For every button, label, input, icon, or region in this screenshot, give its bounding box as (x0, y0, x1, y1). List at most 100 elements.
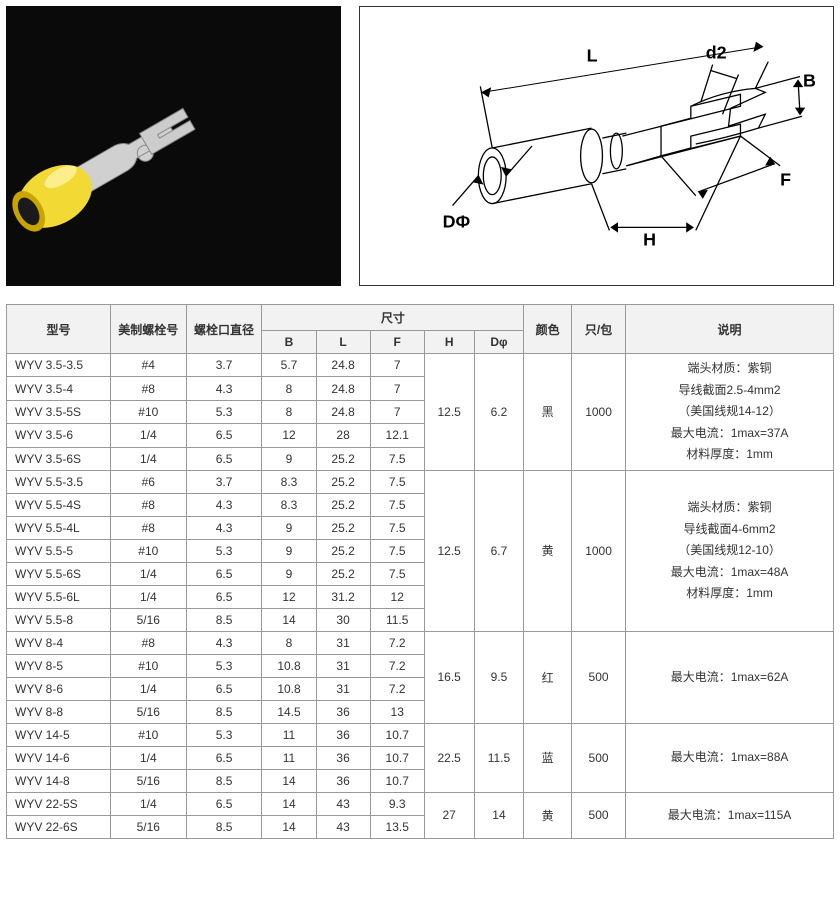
table-cell: 12 (370, 585, 424, 608)
table-cell: 8 (262, 631, 316, 654)
table-cell: 11.5 (474, 723, 524, 792)
table-cell: 1/4 (110, 677, 186, 700)
desc-line: 端头材质：紫铜 (628, 358, 831, 380)
table-cell: 4.3 (186, 377, 262, 400)
table-row: WYV 14-5#105.3113610.722.511.5蓝500最大电流：1… (7, 723, 834, 746)
table-cell: 黄 (524, 470, 572, 631)
table-cell: 16.5 (424, 631, 474, 723)
table-cell: 14 (262, 815, 316, 838)
table-cell: 4.3 (186, 493, 262, 516)
table-cell: #10 (110, 400, 186, 423)
table-cell: 10.7 (370, 769, 424, 792)
table-cell: 4.3 (186, 516, 262, 539)
table-cell: #4 (110, 354, 186, 377)
table-row: WYV 5.5-3.5#63.78.325.27.512.56.7黄1000端头… (7, 470, 834, 493)
table-cell: 8.5 (186, 815, 262, 838)
th-H: H (424, 331, 474, 354)
table-cell: 6.5 (186, 746, 262, 769)
table-cell: 3.7 (186, 354, 262, 377)
diagram-svg: L d2 B F H DΦ (360, 7, 833, 285)
table-cell: WYV 14-6 (7, 746, 111, 769)
product-photo (6, 6, 341, 286)
table-cell: 5/16 (110, 815, 186, 838)
table-cell: 6.5 (186, 585, 262, 608)
table-cell: 500 (571, 631, 625, 723)
table-cell: WYV 3.5-6 (7, 424, 111, 447)
desc-line: 材料厚度：1mm (628, 444, 831, 466)
table-cell: 蓝 (524, 723, 572, 792)
table-cell: 36 (316, 723, 370, 746)
table-cell: 500 (571, 723, 625, 792)
desc-line: 最大电流：1max=62A (628, 667, 831, 689)
table-cell: 43 (316, 792, 370, 815)
table-cell: 13.5 (370, 815, 424, 838)
table-cell: 27 (424, 792, 474, 838)
table-row: WYV 22-5S1/46.514439.32714黄500最大电流：1max=… (7, 792, 834, 815)
table-cell: 1/4 (110, 447, 186, 470)
table-cell: 9.3 (370, 792, 424, 815)
desc-line: 导线截面4-6mm2 (628, 519, 831, 541)
table-cell: 3.7 (186, 470, 262, 493)
table-cell: 9 (262, 539, 316, 562)
table-cell: #8 (110, 493, 186, 516)
table-cell: 14 (262, 769, 316, 792)
table-cell: 7 (370, 400, 424, 423)
th-Dphi: Dφ (474, 331, 524, 354)
desc-line: 最大电流：1max=48A (628, 562, 831, 584)
table-cell: 5/16 (110, 700, 186, 723)
table-cell: 6.7 (474, 470, 524, 631)
table-cell: 7 (370, 377, 424, 400)
desc-line: 最大电流：1max=115A (628, 805, 831, 827)
table-cell: 6.5 (186, 792, 262, 815)
table-cell: 10.7 (370, 746, 424, 769)
table-cell: 8 (262, 377, 316, 400)
table-cell: 12.5 (424, 354, 474, 471)
product-photo-svg (6, 6, 341, 286)
table-cell: 7.5 (370, 447, 424, 470)
table-cell: 9 (262, 447, 316, 470)
table-cell: 红 (524, 631, 572, 723)
table-cell: 1/4 (110, 562, 186, 585)
table-cell: WYV 14-5 (7, 723, 111, 746)
table-cell: WYV 5.5-3.5 (7, 470, 111, 493)
table-cell: 5.7 (262, 354, 316, 377)
th-L: L (316, 331, 370, 354)
table-cell: 14 (262, 792, 316, 815)
table-cell: 12.5 (424, 470, 474, 631)
table-cell: 5.3 (186, 654, 262, 677)
dimension-diagram: L d2 B F H DΦ (359, 6, 834, 286)
table-cell: WYV 8-4 (7, 631, 111, 654)
table-cell: 11 (262, 723, 316, 746)
diagram-label-F: F (780, 170, 791, 190)
table-cell: WYV 22-5S (7, 792, 111, 815)
table-cell: 7.5 (370, 562, 424, 585)
table-cell: 12.1 (370, 424, 424, 447)
table-cell: WYV 5.5-4S (7, 493, 111, 516)
table-cell: 25.2 (316, 516, 370, 539)
th-dims: 尺寸 (262, 305, 524, 331)
table-cell: #6 (110, 470, 186, 493)
table-cell: #10 (110, 723, 186, 746)
table-cell: WYV 8-6 (7, 677, 111, 700)
table-cell: 14 (474, 792, 524, 838)
table-cell: WYV 8-5 (7, 654, 111, 677)
table-cell: 7.2 (370, 631, 424, 654)
table-cell: 9.5 (474, 631, 524, 723)
table-cell: 10.8 (262, 654, 316, 677)
table-cell: 黄 (524, 792, 572, 838)
table-cell: 1000 (571, 470, 625, 631)
diagram-label-L: L (587, 46, 598, 66)
table-cell: 25.2 (316, 470, 370, 493)
table-cell: WYV 5.5-6L (7, 585, 111, 608)
table-cell: 黑 (524, 354, 572, 471)
table-cell: 22.5 (424, 723, 474, 792)
table-cell: WYV 5.5-4L (7, 516, 111, 539)
table-cell: 10.8 (262, 677, 316, 700)
table-cell: 1/4 (110, 585, 186, 608)
spec-table: 型号 美制螺栓号 螺栓口直径 尺寸 颜色 只/包 说明 B L F H Dφ W… (6, 304, 834, 839)
table-cell: 6.5 (186, 424, 262, 447)
table-cell: 24.8 (316, 377, 370, 400)
th-bolt: 螺栓口直径 (186, 305, 262, 354)
table-cell: 1/4 (110, 746, 186, 769)
table-cell: WYV 3.5-6S (7, 447, 111, 470)
